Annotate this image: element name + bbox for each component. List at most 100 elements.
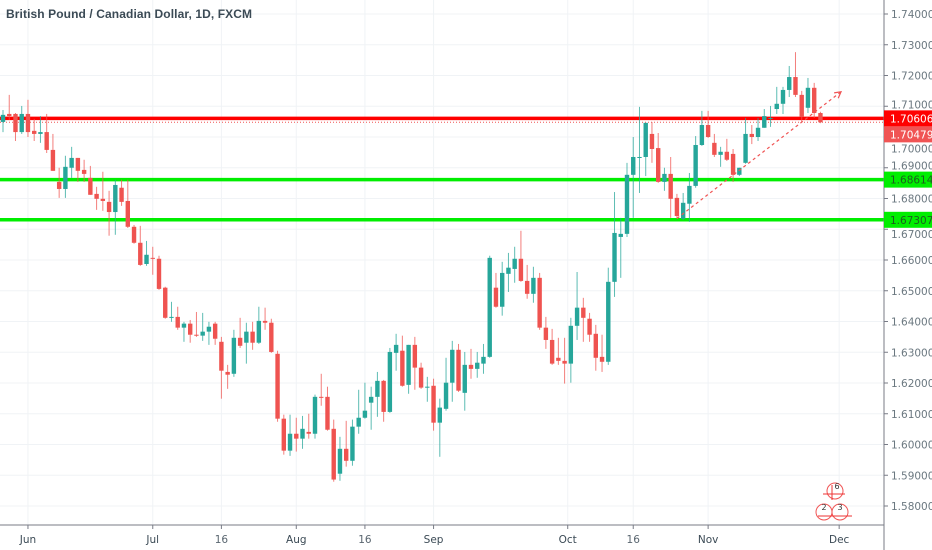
candle[interactable] [737, 167, 742, 177]
candle[interactable] [450, 340, 455, 402]
candle[interactable] [25, 99, 31, 137]
candle[interactable] [743, 117, 748, 164]
candle[interactable] [287, 414, 293, 456]
candle[interactable] [531, 266, 536, 303]
candle[interactable] [412, 336, 418, 390]
candle[interactable] [705, 110, 711, 138]
candle[interactable] [7, 94, 12, 121]
resistance-price-label[interactable]: 1.70606 [884, 110, 932, 127]
candle[interactable] [574, 271, 580, 340]
candle[interactable] [337, 436, 343, 481]
candle[interactable] [481, 343, 486, 374]
candle[interactable] [94, 186, 99, 210]
candle[interactable] [400, 335, 405, 387]
candle[interactable] [32, 118, 37, 141]
candle[interactable] [724, 138, 730, 161]
candle[interactable] [344, 420, 349, 467]
candle[interactable] [219, 336, 224, 399]
candle[interactable] [331, 419, 336, 482]
candle[interactable] [212, 321, 218, 345]
candle[interactable] [768, 105, 773, 127]
candle[interactable] [680, 192, 686, 221]
candle[interactable] [250, 321, 255, 350]
candle[interactable] [462, 351, 467, 411]
candle[interactable] [19, 105, 24, 134]
candle[interactable] [799, 90, 804, 122]
candle[interactable] [269, 318, 274, 353]
candle[interactable] [393, 333, 399, 371]
candle[interactable] [225, 364, 230, 389]
candle[interactable] [500, 261, 505, 316]
support-upper-price-label[interactable]: 1.68614 [884, 171, 932, 188]
candle[interactable] [406, 344, 411, 394]
candle[interactable] [194, 311, 199, 337]
candle[interactable] [300, 415, 305, 449]
candle[interactable] [649, 121, 655, 163]
candle[interactable] [44, 113, 49, 153]
price-axis[interactable] [884, 0, 932, 550]
candle[interactable] [356, 389, 361, 434]
candle[interactable] [524, 264, 530, 299]
candle[interactable] [375, 371, 380, 417]
candle[interactable] [643, 122, 648, 177]
candle[interactable] [387, 347, 393, 413]
candle[interactable] [581, 297, 586, 342]
candle[interactable] [69, 146, 74, 178]
candle[interactable] [787, 65, 792, 98]
candle[interactable] [181, 321, 187, 342]
candle[interactable] [81, 159, 87, 182]
candle[interactable] [631, 137, 636, 218]
candle[interactable] [780, 86, 786, 114]
candle[interactable] [662, 167, 667, 191]
candle[interactable] [131, 224, 137, 244]
candle[interactable] [587, 312, 592, 342]
candle[interactable] [0, 109, 6, 133]
candle[interactable] [231, 329, 237, 377]
candle[interactable] [138, 225, 143, 266]
candle[interactable] [468, 348, 474, 379]
trend-line[interactable] [676, 91, 842, 219]
candle[interactable] [88, 165, 93, 195]
candle[interactable] [156, 255, 162, 290]
candle[interactable] [793, 52, 798, 98]
candle[interactable] [437, 398, 442, 457]
candle[interactable] [549, 328, 555, 365]
candle[interactable] [38, 116, 43, 143]
candle[interactable] [206, 321, 212, 345]
candle[interactable] [325, 386, 330, 431]
candle[interactable] [699, 110, 705, 146]
candle[interactable] [774, 86, 779, 114]
candle[interactable] [150, 246, 155, 275]
candle[interactable] [637, 106, 642, 193]
candle[interactable] [319, 373, 324, 406]
candle[interactable] [818, 111, 823, 124]
candle[interactable] [144, 240, 149, 266]
candle[interactable] [693, 136, 698, 188]
candle[interactable] [656, 133, 661, 183]
candle[interactable] [593, 324, 598, 371]
candle[interactable] [256, 306, 262, 344]
candle[interactable] [506, 252, 511, 292]
candle[interactable] [362, 382, 368, 419]
candle[interactable] [618, 217, 623, 278]
candle[interactable] [237, 317, 243, 348]
candle[interactable] [456, 343, 461, 392]
candle[interactable] [56, 167, 62, 198]
candle[interactable] [100, 171, 106, 211]
events[interactable]: 6 2 3 [815, 482, 852, 521]
candle[interactable] [312, 394, 318, 439]
candle[interactable] [749, 125, 754, 145]
candle[interactable] [512, 246, 517, 283]
candle[interactable] [537, 272, 542, 330]
candle[interactable] [556, 337, 561, 365]
candle[interactable] [350, 419, 355, 466]
candle[interactable] [275, 350, 280, 422]
candle[interactable] [687, 172, 692, 222]
candle[interactable] [762, 109, 767, 128]
candle[interactable] [200, 312, 205, 341]
last-price-label[interactable]: 1.70479 [884, 126, 932, 143]
candle[interactable] [443, 357, 449, 411]
candle[interactable] [712, 133, 717, 157]
candle[interactable] [294, 417, 299, 452]
